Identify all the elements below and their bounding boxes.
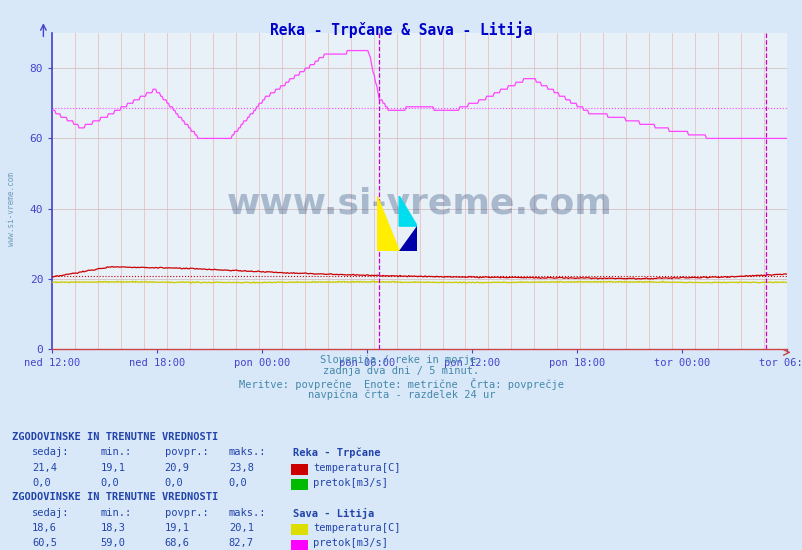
Text: maks.:: maks.: <box>229 508 266 518</box>
Text: Reka - Trpčane: Reka - Trpčane <box>293 447 380 458</box>
Text: 23,8: 23,8 <box>229 463 253 472</box>
Text: www.si-vreme.com: www.si-vreme.com <box>6 172 16 246</box>
Text: ZGODOVINSKE IN TRENUTNE VREDNOSTI: ZGODOVINSKE IN TRENUTNE VREDNOSTI <box>12 492 218 502</box>
Text: sedaj:: sedaj: <box>32 447 70 457</box>
Text: 60,5: 60,5 <box>32 538 57 548</box>
Text: sedaj:: sedaj: <box>32 508 70 518</box>
Text: Reka - Trpčane & Sava - Litija: Reka - Trpčane & Sava - Litija <box>270 21 532 38</box>
Polygon shape <box>399 226 417 251</box>
Text: Slovenija / reke in morje.: Slovenija / reke in morje. <box>320 355 482 365</box>
Text: povpr.:: povpr.: <box>164 447 208 457</box>
Text: min.:: min.: <box>100 508 132 518</box>
Text: 82,7: 82,7 <box>229 538 253 548</box>
Text: 0,0: 0,0 <box>164 478 183 488</box>
Text: povpr.:: povpr.: <box>164 508 208 518</box>
Text: temperatura[C]: temperatura[C] <box>313 523 400 533</box>
Text: min.:: min.: <box>100 447 132 457</box>
Text: maks.:: maks.: <box>229 447 266 457</box>
Text: 0,0: 0,0 <box>100 478 119 488</box>
Text: 18,3: 18,3 <box>100 523 125 533</box>
Text: pretok[m3/s]: pretok[m3/s] <box>313 538 387 548</box>
Text: 21,4: 21,4 <box>32 463 57 472</box>
Text: 18,6: 18,6 <box>32 523 57 533</box>
Text: temperatura[C]: temperatura[C] <box>313 463 400 472</box>
Text: navpična črta - razdelek 24 ur: navpična črta - razdelek 24 ur <box>307 389 495 400</box>
Polygon shape <box>399 196 417 226</box>
Text: 19,1: 19,1 <box>100 463 125 472</box>
Text: zadnja dva dni / 5 minut.: zadnja dva dni / 5 minut. <box>323 366 479 376</box>
Text: Sava - Litija: Sava - Litija <box>293 508 374 519</box>
Text: pretok[m3/s]: pretok[m3/s] <box>313 478 387 488</box>
Text: 0,0: 0,0 <box>32 478 51 488</box>
Text: 68,6: 68,6 <box>164 538 189 548</box>
Text: 0,0: 0,0 <box>229 478 247 488</box>
Polygon shape <box>377 196 399 251</box>
Text: www.si-vreme.com: www.si-vreme.com <box>226 187 612 221</box>
Text: 59,0: 59,0 <box>100 538 125 548</box>
Text: 19,1: 19,1 <box>164 523 189 533</box>
Text: 20,9: 20,9 <box>164 463 189 472</box>
Text: 20,1: 20,1 <box>229 523 253 533</box>
Text: Meritve: povprečne  Enote: metrične  Črta: povprečje: Meritve: povprečne Enote: metrične Črta:… <box>239 378 563 390</box>
Text: ZGODOVINSKE IN TRENUTNE VREDNOSTI: ZGODOVINSKE IN TRENUTNE VREDNOSTI <box>12 432 218 442</box>
